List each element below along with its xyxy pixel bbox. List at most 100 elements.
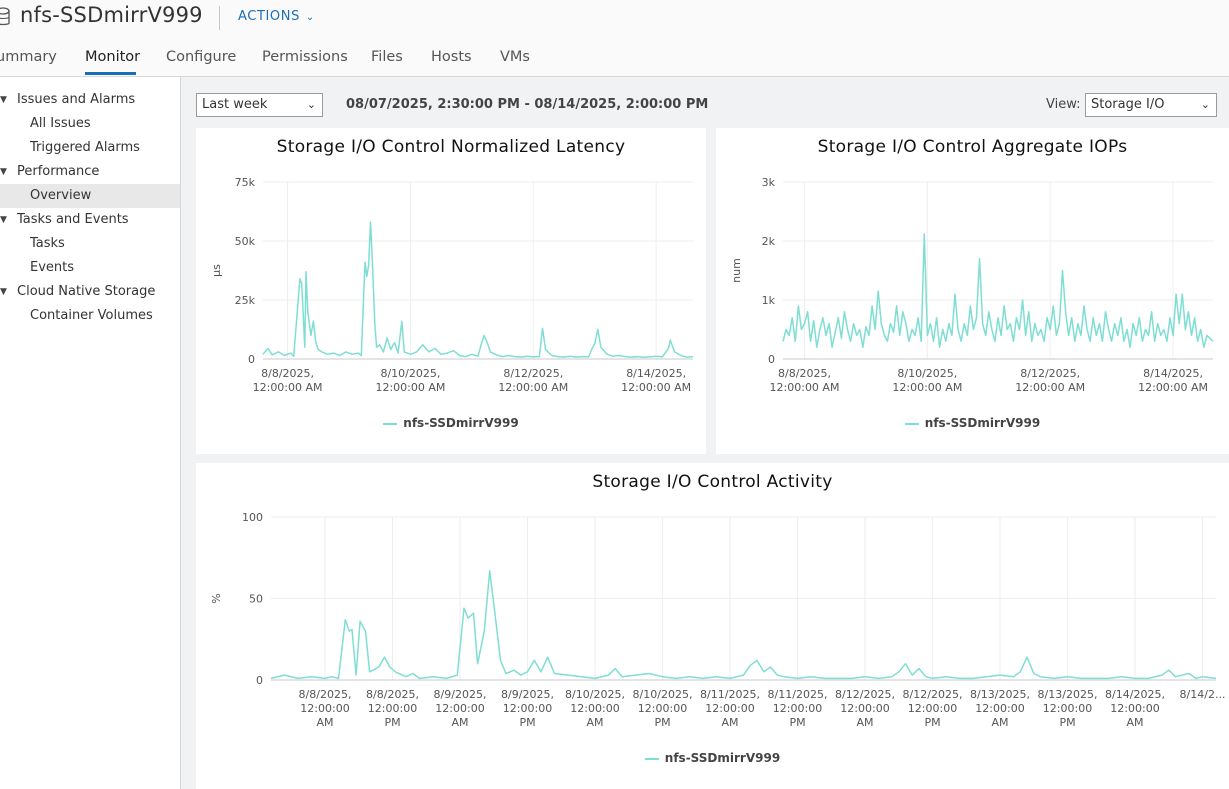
x-tick-label: 8/12/2025, xyxy=(1020,367,1080,380)
nav-events[interactable]: Events xyxy=(0,256,180,280)
x-tick-label: 12:00:00 AM xyxy=(498,381,568,394)
tab-files[interactable]: Files xyxy=(371,49,403,65)
x-tick-label: 12:00:00 xyxy=(300,702,349,715)
y-tick-label: 0 xyxy=(256,674,263,687)
chevron-down-icon: ⌄ xyxy=(301,12,315,23)
nav-label: Tasks xyxy=(30,236,65,251)
caret-down-icon[interactable]: ▼ xyxy=(0,287,7,297)
tab-configure[interactable]: Configure xyxy=(166,49,237,65)
tab-hosts[interactable]: Hosts xyxy=(431,49,472,65)
actions-menu-button[interactable]: ACTIONS ⌄ xyxy=(238,9,315,24)
x-tick-label: 8/11/2025, xyxy=(768,688,828,701)
x-tick-label: 12:00:00 xyxy=(638,702,687,715)
period-value: Last week xyxy=(202,97,268,112)
page-title: nfs-SSDmirrV999 xyxy=(20,3,203,27)
view-label: View: xyxy=(1046,97,1081,112)
nav-label: Overview xyxy=(30,188,92,203)
x-tick-label: 12:00:00 AM xyxy=(1138,381,1208,394)
x-tick-label: AM xyxy=(316,716,333,729)
nav-tasks[interactable]: Tasks xyxy=(0,232,180,256)
x-tick-label: 12:00:00 AM xyxy=(253,381,323,394)
x-tick-label: 8/10/2025, xyxy=(380,367,440,380)
x-tick-label: 12:00:00 AM xyxy=(1015,381,1085,394)
x-tick-label: 8/8/2025, xyxy=(299,688,352,701)
x-tick-label: 12:00:00 AM xyxy=(770,381,840,394)
x-tick-label: 8/14/2... xyxy=(1180,688,1226,701)
x-tick-label: 8/8/2025, xyxy=(366,688,419,701)
nav-issues-and-alarms[interactable]: ▼ Issues and Alarms xyxy=(0,88,180,112)
caret-down-icon[interactable]: ▼ xyxy=(0,167,7,177)
nav-label: Events xyxy=(30,260,75,275)
tab-summary[interactable]: ummary xyxy=(0,49,57,65)
x-tick-label: AM xyxy=(451,716,468,729)
x-tick-label: 8/14/2025, xyxy=(1105,688,1165,701)
chart-legend[interactable]: nfs-SSDmirrV999 xyxy=(196,416,706,430)
y-tick-label: 25k xyxy=(235,294,256,307)
activity-chart-panel: Storage I/O Control Activity 0 50 100 8/8/2… xyxy=(196,463,1229,789)
y-tick-label: 0 xyxy=(768,353,775,366)
x-tick-label: 8/10/2025, xyxy=(897,367,957,380)
y-tick-label: 100 xyxy=(242,511,263,524)
x-tick-label: 8/9/2025, xyxy=(501,688,554,701)
nav-performance[interactable]: ▼ Performance xyxy=(0,160,180,184)
header-divider xyxy=(219,6,220,30)
activity-chart: 0501008/8/2025,12:00:00AM8/8/2025,12:00:… xyxy=(210,511,1226,729)
active-tab-indicator xyxy=(85,72,136,75)
y-axis-label: µs xyxy=(210,264,223,277)
chevron-down-icon: ⌄ xyxy=(1200,98,1210,111)
actions-label: ACTIONS xyxy=(238,9,300,24)
nav-cloud-native-storage[interactable]: ▼ Cloud Native Storage xyxy=(0,280,180,304)
x-tick-label: 12:00:00 xyxy=(1043,702,1092,715)
legend-swatch xyxy=(383,422,398,425)
chart-title: Storage I/O Control Normalized Latency xyxy=(276,137,626,157)
y-tick-label: 2k xyxy=(762,235,776,248)
series-line xyxy=(262,221,694,359)
nav-label: Issues and Alarms xyxy=(17,92,136,107)
chart-legend[interactable]: nfs-SSDmirrV999 xyxy=(196,751,1229,765)
datastore-icon xyxy=(0,7,10,26)
period-select[interactable]: Last week ⌄ xyxy=(196,93,323,117)
nav-overview[interactable]: Overview xyxy=(0,184,180,208)
x-tick-label: 12:00:00 AM xyxy=(892,381,962,394)
tab-vms[interactable]: VMs xyxy=(500,49,530,65)
nav-label: Performance xyxy=(17,164,100,179)
series-line xyxy=(270,570,1217,680)
x-tick-label: 8/13/2025, xyxy=(1038,688,1098,701)
x-tick-label: AM xyxy=(586,716,603,729)
nav-triggered-alarms[interactable]: Triggered Alarms xyxy=(0,136,180,160)
x-tick-label: 12:00:00 xyxy=(840,702,889,715)
legend-label: nfs-SSDmirrV999 xyxy=(664,751,781,765)
monitor-sidebar: ▼ Issues and Alarms All Issues Triggered… xyxy=(0,77,181,789)
x-tick-label: 8/13/2025, xyxy=(970,688,1030,701)
x-tick-label: 8/12/2025, xyxy=(903,688,963,701)
x-tick-label: PM xyxy=(519,716,535,729)
nav-tasks-and-events[interactable]: ▼ Tasks and Events xyxy=(0,208,180,232)
nav-all-issues[interactable]: All Issues xyxy=(0,112,180,136)
x-tick-label: 12:00:00 xyxy=(503,702,552,715)
x-tick-label: PM xyxy=(789,716,805,729)
y-axis-label: % xyxy=(210,593,223,603)
x-tick-label: PM xyxy=(924,716,940,729)
chart-title: Storage I/O Control Aggregate IOPs xyxy=(817,137,1128,157)
nav-container-volumes[interactable]: Container Volumes xyxy=(0,304,180,328)
legend-label: nfs-SSDmirrV999 xyxy=(924,416,1041,430)
tab-monitor[interactable]: Monitor xyxy=(85,49,141,65)
x-tick-label: AM xyxy=(1126,716,1143,729)
x-tick-label: 12:00:00 xyxy=(975,702,1024,715)
series-line xyxy=(782,233,1214,348)
time-range-text: 08/07/2025, 2:30:00 PM - 08/14/2025, 2:0… xyxy=(346,97,709,112)
caret-down-icon[interactable]: ▼ xyxy=(0,95,7,105)
tab-permissions[interactable]: Permissions xyxy=(262,49,348,65)
x-tick-label: 12:00:00 AM xyxy=(375,381,445,394)
legend-label: nfs-SSDmirrV999 xyxy=(403,416,519,430)
x-tick-label: 12:00:00 xyxy=(1110,702,1159,715)
caret-down-icon[interactable]: ▼ xyxy=(0,215,7,225)
nav-label: Triggered Alarms xyxy=(30,140,140,155)
chart-legend[interactable]: nfs-SSDmirrV999 xyxy=(716,416,1229,430)
latency-chart-panel: Storage I/O Control Normalized Latency 0… xyxy=(196,128,706,454)
view-value: Storage I/O xyxy=(1091,97,1165,112)
y-tick-label: 1k xyxy=(762,294,776,307)
view-select[interactable]: Storage I/O ⌄ xyxy=(1085,93,1217,117)
